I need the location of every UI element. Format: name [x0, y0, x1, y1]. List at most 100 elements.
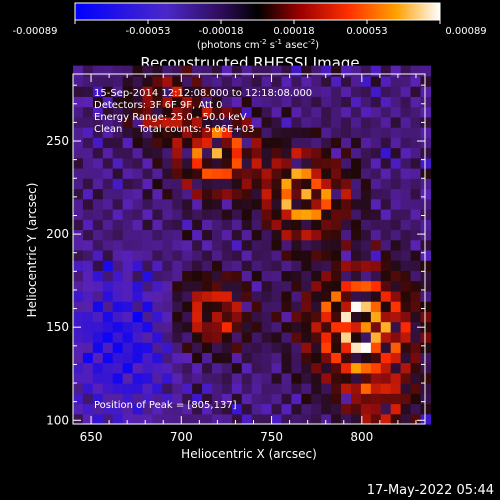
- heatmap-pixel: [400, 342, 412, 353]
- heatmap-pixel: [360, 331, 372, 343]
- heatmap-pixel: [301, 393, 312, 405]
- heatmap-pixel: [311, 413, 322, 425]
- heatmap-pixel: [82, 96, 94, 108]
- heatmap-pixel: [311, 260, 322, 272]
- heatmap-pixel: [331, 403, 342, 415]
- heatmap-pixel: [281, 86, 293, 97]
- heatmap-pixel: [122, 342, 134, 353]
- heatmap-pixel: [400, 249, 412, 261]
- heatmap-pixel: [400, 311, 412, 323]
- heatmap-pixel: [321, 106, 332, 118]
- heatmap-pixel: [82, 311, 94, 323]
- heatmap-pixel: [192, 198, 203, 210]
- heatmap-pixel: [251, 137, 263, 149]
- heatmap-pixel: [92, 137, 104, 149]
- heatmap-pixel: [241, 86, 253, 97]
- heatmap-pixel: [132, 106, 144, 118]
- heatmap-pixel: [231, 301, 243, 312]
- heatmap-pixel: [420, 239, 432, 251]
- heatmap-pixel: [321, 219, 332, 231]
- heatmap-pixel: [341, 229, 352, 241]
- heatmap-pixel: [152, 127, 163, 138]
- heatmap-pixel: [182, 75, 193, 87]
- heatmap-pixel: [142, 96, 154, 108]
- heatmap-pixel: [301, 106, 312, 118]
- heatmap-pixel: [162, 198, 173, 210]
- heatmap-pixel: [192, 168, 203, 179]
- heatmap-pixel: [261, 372, 273, 384]
- heatmap-pixel: [92, 301, 104, 312]
- heatmap-pixel: [281, 239, 293, 251]
- heatmap-pixel: [370, 393, 382, 405]
- heatmap-pixel: [360, 342, 372, 353]
- heatmap-pixel: [102, 86, 114, 97]
- heatmap-pixel: [172, 301, 183, 312]
- heatmap-pixel: [321, 249, 332, 261]
- heatmap-pixel: [211, 270, 223, 282]
- heatmap-pixel: [152, 106, 163, 118]
- heatmap-pixel: [112, 331, 124, 343]
- heatmap-pixel: [291, 137, 302, 149]
- heatmap-pixel: [370, 372, 382, 384]
- heatmap-pixel: [142, 342, 154, 353]
- heatmap-pixel: [420, 280, 432, 292]
- heatmap-pixel: [202, 342, 213, 353]
- heatmap-pixel: [112, 280, 124, 292]
- heatmap-pixel: [192, 65, 203, 77]
- heatmap-pixel: [211, 157, 223, 169]
- heatmap-pixel: [311, 383, 322, 394]
- heatmap-pixel: [162, 147, 173, 159]
- heatmap-pixel: [172, 342, 183, 353]
- heatmap-pixel: [172, 383, 183, 394]
- heatmap-pixel: [281, 188, 293, 200]
- heatmap-pixel: [92, 208, 104, 220]
- heatmap-pixel: [390, 260, 402, 272]
- heatmap-pixel: [152, 311, 163, 323]
- heatmap-pixel: [291, 249, 302, 261]
- heatmap-pixel: [341, 106, 352, 118]
- heatmap-pixel: [321, 188, 332, 200]
- heatmap-pixel: [172, 413, 183, 425]
- heatmap-pixel: [360, 249, 372, 261]
- heatmap-pixel: [390, 157, 402, 169]
- heatmap-pixel: [241, 372, 253, 384]
- heatmap-pixel: [73, 280, 84, 292]
- heatmap-pixel: [261, 168, 273, 179]
- heatmap-pixel: [350, 188, 362, 200]
- heatmap-pixel: [202, 321, 213, 333]
- heatmap-pixel: [420, 75, 432, 87]
- heatmap-pixel: [221, 270, 233, 282]
- heatmap-pixel: [390, 383, 402, 394]
- heatmap-pixel: [281, 311, 293, 323]
- heatmap-pixel: [360, 413, 372, 425]
- heatmap-pixel: [311, 342, 322, 353]
- heatmap-pixel: [420, 178, 432, 190]
- heatmap-pixel: [82, 86, 94, 97]
- heatmap-pixel: [410, 178, 422, 190]
- heatmap-pixel: [360, 178, 372, 190]
- heatmap-pixel: [231, 280, 243, 292]
- heatmap-pixel: [112, 178, 124, 190]
- heatmap-pixel: [301, 147, 312, 159]
- heatmap-pixel: [341, 157, 352, 169]
- heatmap-pixel: [112, 393, 124, 405]
- heatmap-pixel: [350, 157, 362, 169]
- heatmap-pixel: [152, 168, 163, 179]
- heatmap-pixel: [350, 168, 362, 179]
- heatmap-pixel: [132, 383, 144, 394]
- heatmap-pixel: [192, 239, 203, 251]
- heatmap-pixel: [211, 178, 223, 190]
- heatmap-pixel: [192, 249, 203, 261]
- heatmap-pixel: [291, 116, 302, 128]
- heatmap-pixel: [261, 65, 273, 77]
- heatmap-pixel: [390, 75, 402, 87]
- heatmap-pixel: [331, 270, 342, 282]
- heatmap-pixel: [82, 219, 94, 231]
- heatmap-pixel: [202, 157, 213, 169]
- heatmap-pixel: [132, 260, 144, 272]
- heatmap-pixel: [112, 403, 124, 415]
- heatmap-pixel: [132, 290, 144, 302]
- heatmap-pixel: [370, 260, 382, 272]
- timestamp: 17-May-2022 05:44: [367, 483, 494, 498]
- heatmap-pixel: [331, 393, 342, 405]
